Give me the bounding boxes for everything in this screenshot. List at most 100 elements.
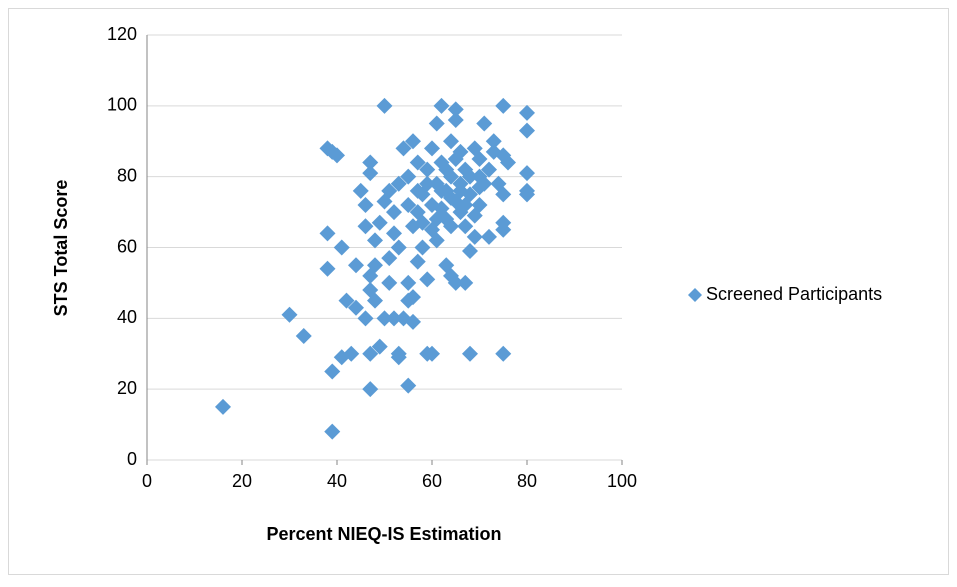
point xyxy=(481,161,497,178)
point xyxy=(371,338,388,355)
point xyxy=(352,182,369,199)
point xyxy=(390,239,407,256)
point xyxy=(414,214,431,231)
point xyxy=(362,154,379,171)
point xyxy=(462,243,478,260)
x-tick-label: 80 xyxy=(517,471,537,491)
point xyxy=(333,239,350,256)
point xyxy=(476,115,493,132)
point xyxy=(519,165,535,182)
point xyxy=(428,115,445,132)
point xyxy=(362,381,379,398)
y-tick-label: 100 xyxy=(107,95,137,115)
point xyxy=(371,214,388,231)
point xyxy=(348,257,364,274)
point xyxy=(447,274,464,291)
point xyxy=(495,214,512,231)
point xyxy=(438,161,455,178)
point xyxy=(405,289,421,306)
point xyxy=(348,299,364,316)
point xyxy=(443,133,459,150)
point xyxy=(324,423,341,440)
y-axis-title: STS Total Score xyxy=(51,180,71,317)
point xyxy=(462,168,478,185)
point xyxy=(452,143,469,160)
x-tick-label: 60 xyxy=(422,471,442,491)
point xyxy=(338,292,355,309)
x-tick-label: 40 xyxy=(327,471,347,491)
y-tick-label: 80 xyxy=(117,165,137,185)
legend-label: Screened Participants xyxy=(706,284,882,304)
point xyxy=(424,197,440,213)
point xyxy=(443,189,459,206)
point xyxy=(390,175,407,192)
point xyxy=(419,175,436,192)
point xyxy=(409,253,426,270)
point xyxy=(405,313,421,330)
point xyxy=(367,232,383,249)
point xyxy=(485,133,502,150)
point xyxy=(500,154,516,171)
point xyxy=(428,232,445,249)
x-tick-label: 100 xyxy=(607,471,637,491)
point xyxy=(447,101,464,118)
y-tick-label: 20 xyxy=(117,378,137,398)
point xyxy=(400,197,417,213)
y-tick-label: 40 xyxy=(117,307,137,327)
point xyxy=(376,97,393,114)
legend-marker xyxy=(688,288,702,302)
point xyxy=(457,218,474,235)
point xyxy=(390,345,407,362)
point xyxy=(433,182,450,199)
point xyxy=(367,292,383,309)
point xyxy=(457,197,474,213)
y-tick-label: 120 xyxy=(107,24,137,44)
y-tick-label: 0 xyxy=(127,449,137,469)
point xyxy=(471,150,488,167)
point xyxy=(386,310,402,327)
point xyxy=(376,310,393,327)
point xyxy=(519,104,535,121)
point xyxy=(409,154,426,171)
point xyxy=(324,363,341,380)
point xyxy=(466,207,483,224)
point xyxy=(466,228,483,245)
point xyxy=(405,133,421,150)
point xyxy=(495,186,512,203)
chart-border xyxy=(8,8,949,575)
point xyxy=(457,274,474,291)
point xyxy=(362,165,379,182)
point xyxy=(519,122,535,139)
point xyxy=(319,225,336,242)
x-tick-label: 0 xyxy=(142,471,152,491)
point xyxy=(495,97,512,114)
point xyxy=(343,345,360,362)
point xyxy=(362,345,379,362)
x-axis-title: Percent NIEQ-IS Estimation xyxy=(266,524,501,544)
point xyxy=(319,260,336,277)
point xyxy=(495,345,512,362)
point xyxy=(381,274,398,291)
point xyxy=(452,182,469,199)
point xyxy=(395,140,412,157)
point xyxy=(357,218,374,235)
point xyxy=(357,310,374,327)
point xyxy=(357,197,374,213)
point xyxy=(400,168,417,185)
point xyxy=(381,250,398,267)
point xyxy=(519,186,535,203)
point xyxy=(400,377,417,394)
point xyxy=(329,147,345,164)
point xyxy=(386,204,402,221)
point xyxy=(386,225,402,242)
point xyxy=(424,140,440,157)
point xyxy=(414,239,431,256)
x-tick-label: 20 xyxy=(232,471,252,491)
point xyxy=(400,274,417,291)
point xyxy=(471,179,488,196)
point xyxy=(447,112,464,128)
point xyxy=(419,161,436,178)
point xyxy=(462,345,478,362)
point xyxy=(433,97,450,114)
